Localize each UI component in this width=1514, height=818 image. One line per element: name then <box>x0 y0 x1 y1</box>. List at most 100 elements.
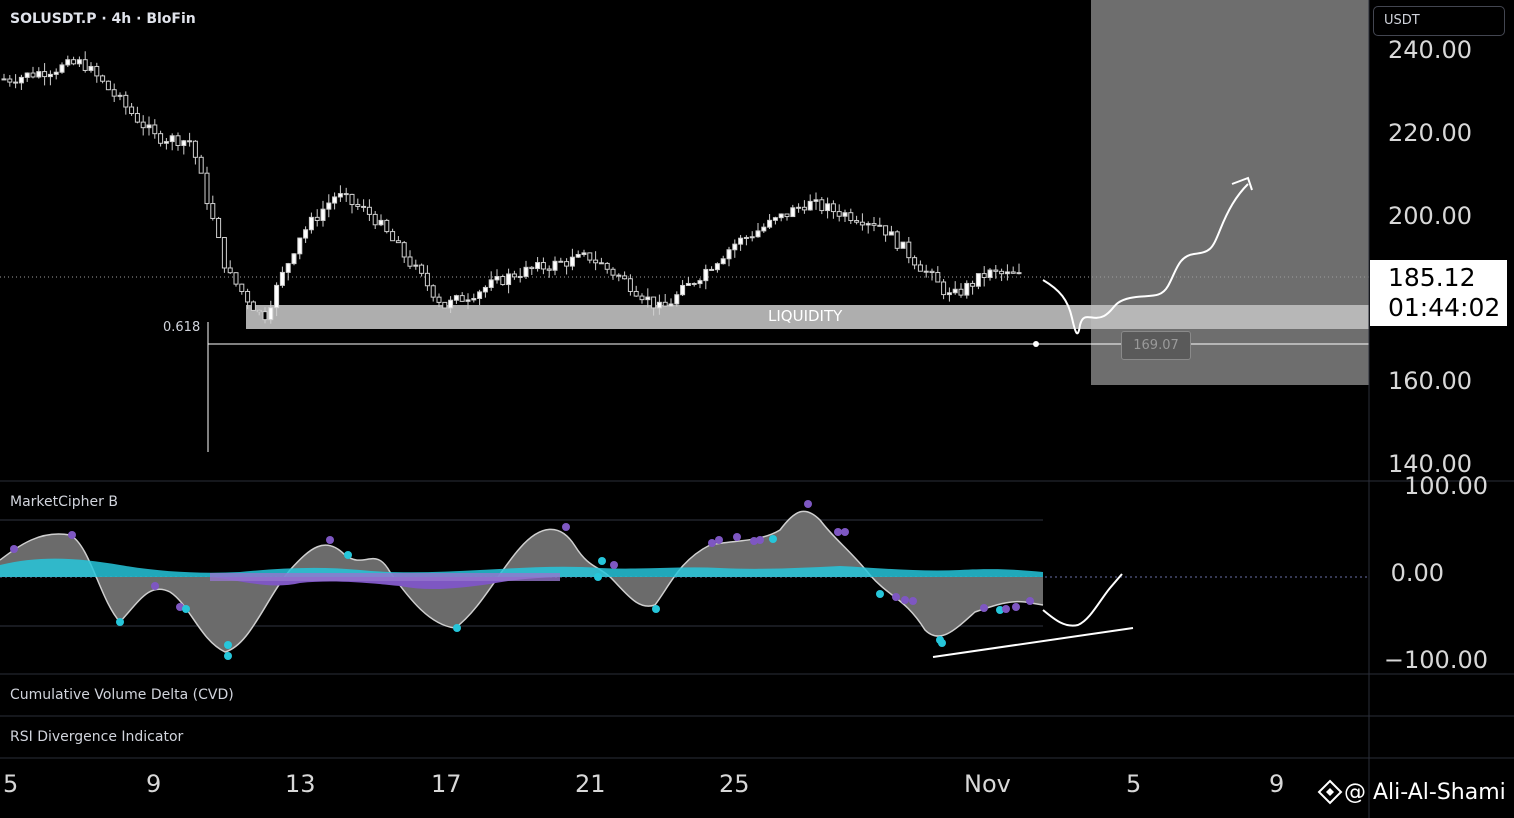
cipher-signal-dot <box>326 536 334 544</box>
candle-body <box>59 64 65 73</box>
candle-body <box>210 203 216 219</box>
candle-body <box>906 241 912 259</box>
candle-body <box>1 78 7 81</box>
candle-body <box>511 273 517 278</box>
cipher-signal-dot <box>562 523 570 531</box>
time-tick: 5 <box>3 770 19 798</box>
cipher-signal-dot <box>938 639 946 647</box>
divergence-line <box>932 627 1134 658</box>
candle-body <box>245 290 251 303</box>
candle-body <box>105 80 111 91</box>
cipher-signal-dot <box>892 593 900 601</box>
candle-body <box>888 231 894 236</box>
candle-body <box>424 272 430 287</box>
cipher-signal-dot <box>344 551 352 559</box>
candle-body <box>216 217 222 239</box>
candle-body <box>175 135 181 146</box>
candle-body <box>488 279 494 288</box>
candle-body <box>18 76 24 84</box>
candle-body <box>221 237 227 269</box>
candle-body <box>581 252 587 256</box>
panel-label-market-cipher[interactable]: MarketCipher B <box>10 494 118 510</box>
candle-body <box>181 140 187 146</box>
wave-gray-line <box>0 510 1044 653</box>
candle-body <box>755 230 761 238</box>
candle-body <box>726 249 732 260</box>
money-flow-cyan <box>0 558 1043 577</box>
fib-anchor-dot <box>1033 341 1039 347</box>
candlestick-series <box>1 51 1022 324</box>
candle-body <box>477 291 483 299</box>
symbol-title[interactable]: SOLUSDT.P · 4h · BloFin <box>10 11 196 27</box>
cipher-signal-dot <box>876 590 884 598</box>
candle-body <box>935 272 941 283</box>
candle-body <box>894 231 900 249</box>
candle-body <box>622 275 628 280</box>
cipher-signal-dot <box>68 531 76 539</box>
candle-body <box>320 208 326 221</box>
projection-arrowhead <box>1231 176 1253 191</box>
market-cipher-panel <box>0 500 1369 660</box>
cipher-signal-dot <box>151 582 159 590</box>
price-tick: 160.00 <box>1388 367 1472 395</box>
candle-body <box>343 193 349 196</box>
candle-body <box>691 282 697 285</box>
cipher-signal-dot <box>594 573 602 581</box>
cipher-signal-dot <box>598 557 606 565</box>
cipher-signal-dot <box>224 652 232 660</box>
panel-label-cvd[interactable]: Cumulative Volume Delta (CVD) <box>10 687 234 703</box>
candle-body <box>274 284 280 309</box>
candle-body <box>36 71 42 78</box>
candle-body <box>419 264 425 274</box>
candle-body <box>842 212 848 217</box>
time-tick: 9 <box>146 770 162 798</box>
candle-body <box>204 172 210 205</box>
candle-body <box>662 301 668 307</box>
candle-body <box>47 73 53 78</box>
cipher-signal-dot <box>453 624 461 632</box>
candle-body <box>158 133 164 144</box>
candle-body <box>65 59 71 66</box>
candle-body <box>285 263 291 273</box>
cipher-signal-dot <box>708 539 716 547</box>
candle-body <box>436 296 442 303</box>
candle-body <box>390 231 396 242</box>
liquidity-zone <box>246 305 1369 329</box>
candle-body <box>494 276 500 281</box>
currency-select[interactable]: USDT <box>1373 6 1505 36</box>
candle-body <box>198 156 204 174</box>
cipher-signal-dot <box>909 597 917 605</box>
candle-body <box>778 213 784 219</box>
candle-body <box>378 219 384 226</box>
candle-body <box>303 229 309 239</box>
candle-body <box>407 256 413 267</box>
candle-body <box>239 283 245 292</box>
candle-body <box>13 81 19 84</box>
candle-body <box>384 219 390 233</box>
wave-gray-fill <box>0 511 1043 652</box>
candle-body <box>639 295 645 301</box>
price-tick: 240.00 <box>1388 36 1472 64</box>
candle-body <box>587 252 593 261</box>
candle-body <box>308 216 314 231</box>
time-tick: 9 <box>1269 770 1285 798</box>
candle-body <box>268 307 274 321</box>
candle-body <box>500 276 506 286</box>
candle-body <box>645 296 651 301</box>
candle-body <box>743 236 749 239</box>
cipher-signal-dot <box>715 536 723 544</box>
panel-label-rsi-divergence[interactable]: RSI Divergence Indicator <box>10 729 184 745</box>
candle-body <box>366 206 372 215</box>
candle-body <box>912 257 918 266</box>
candle-body <box>42 71 48 78</box>
candle-body <box>535 262 541 270</box>
purple-band <box>210 573 560 581</box>
candle-body <box>169 135 175 143</box>
candle-body <box>593 259 599 264</box>
candle-body <box>674 294 680 305</box>
candle-body <box>401 242 407 258</box>
cipher-signal-dot <box>769 535 777 543</box>
candle-body <box>233 272 239 285</box>
time-tick: 13 <box>285 770 316 798</box>
